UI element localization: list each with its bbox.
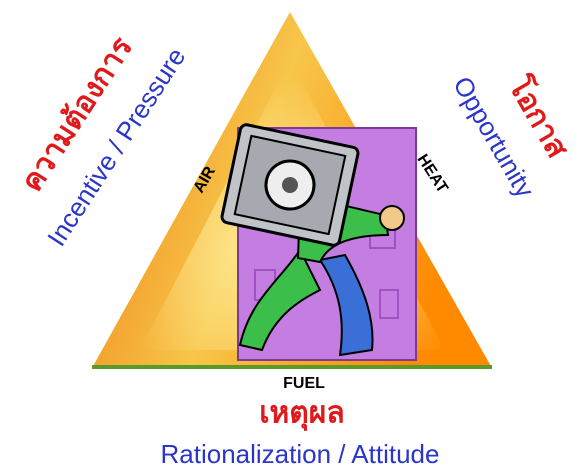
fraud-triangle-diagram: AIR HEAT FUEL ความต้องการ Incentive / Pr… <box>0 0 580 474</box>
side-label: HEAT <box>414 151 451 196</box>
illustration <box>221 124 416 360</box>
bottom-english: Rationalization / Attitude <box>161 439 440 469</box>
bottom-thai: เหตุผล <box>259 396 344 432</box>
side-label: FUEL <box>283 375 325 392</box>
page: {"left": {"thai": "ความต้องการ", "englis… <box>0 0 580 474</box>
